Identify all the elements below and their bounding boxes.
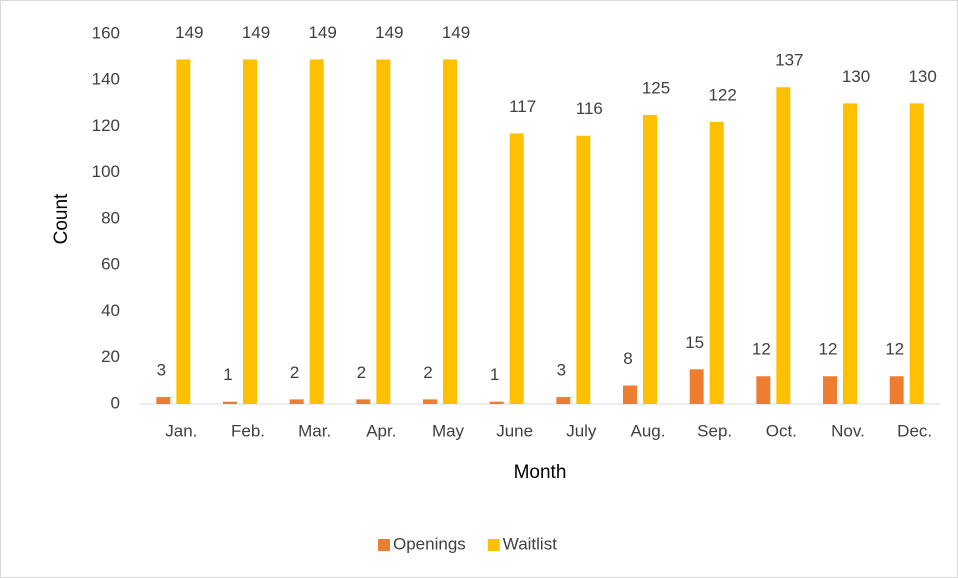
x-tick-label: Aug. — [631, 421, 666, 440]
bar — [289, 399, 304, 404]
legend-swatch — [487, 539, 500, 551]
bar — [689, 369, 704, 404]
data-label: 8 — [623, 349, 632, 368]
x-tick-label: Jan. — [165, 421, 197, 440]
x-tick-label: May — [432, 421, 465, 440]
bar — [623, 385, 637, 404]
data-label: 149 — [175, 23, 203, 42]
data-label: 130 — [908, 67, 936, 86]
bar — [489, 401, 504, 404]
x-axis-title: Month — [514, 462, 567, 483]
y-tick-label: 120 — [92, 116, 120, 135]
bar — [509, 133, 524, 404]
legend-label: Openings — [393, 534, 466, 553]
x-tick-label: Sep. — [697, 421, 732, 440]
bar — [909, 103, 924, 404]
bar — [376, 59, 391, 404]
x-tick-label: July — [566, 421, 597, 440]
bar — [576, 135, 591, 404]
x-tick-label: Apr. — [366, 421, 396, 440]
y-tick-label: 100 — [92, 162, 120, 181]
data-label: 12 — [752, 340, 771, 359]
data-label: 149 — [242, 23, 270, 42]
x-tick-label: Oct. — [766, 421, 797, 440]
legend-label: Waitlist — [503, 534, 557, 553]
y-tick-label: 60 — [101, 255, 120, 274]
bar — [176, 59, 191, 404]
bar — [243, 59, 257, 404]
bar — [776, 87, 791, 404]
data-label: 130 — [842, 67, 870, 86]
y-tick-label: 140 — [92, 70, 120, 89]
y-tick-label: 20 — [101, 347, 120, 366]
data-label: 3 — [157, 361, 166, 380]
y-tick-label: 0 — [111, 393, 120, 412]
bar — [223, 401, 237, 404]
y-tick-label: 40 — [101, 301, 120, 320]
bar — [756, 376, 771, 404]
x-tick-label: Nov. — [831, 421, 865, 440]
data-label: 137 — [775, 51, 803, 70]
data-label: 149 — [308, 23, 336, 42]
data-label: 15 — [685, 333, 704, 352]
bar — [309, 59, 324, 404]
data-label: 1 — [490, 365, 499, 384]
bar — [443, 59, 457, 404]
bar — [156, 397, 171, 404]
data-label: 1 — [223, 365, 232, 384]
data-label: 117 — [509, 97, 536, 116]
bar — [889, 376, 904, 404]
x-tick-label: Mar. — [298, 421, 331, 440]
data-label: 2 — [290, 363, 299, 382]
data-label: 116 — [576, 99, 603, 118]
x-tick-label: Feb. — [231, 421, 265, 440]
data-label: 2 — [357, 363, 366, 382]
y-tick-label: 80 — [101, 208, 120, 227]
y-axis-title: Count — [51, 193, 72, 244]
legend-swatch — [378, 539, 390, 551]
x-tick-label: June — [496, 421, 533, 440]
bar — [423, 399, 437, 404]
bar — [556, 397, 571, 404]
bar — [643, 114, 657, 404]
data-label: 122 — [708, 85, 736, 104]
bar — [823, 376, 837, 404]
data-label: 12 — [885, 340, 904, 359]
data-label: 2 — [423, 363, 432, 382]
x-tick-label: Dec. — [897, 421, 932, 440]
bar — [843, 103, 857, 404]
data-label: 149 — [442, 23, 470, 42]
y-tick-label: 160 — [92, 23, 120, 42]
data-label: 3 — [557, 361, 566, 380]
data-label: 125 — [642, 78, 670, 97]
bar — [709, 121, 724, 404]
bar — [356, 399, 371, 404]
data-label: 149 — [375, 23, 403, 42]
data-label: 12 — [819, 340, 838, 359]
